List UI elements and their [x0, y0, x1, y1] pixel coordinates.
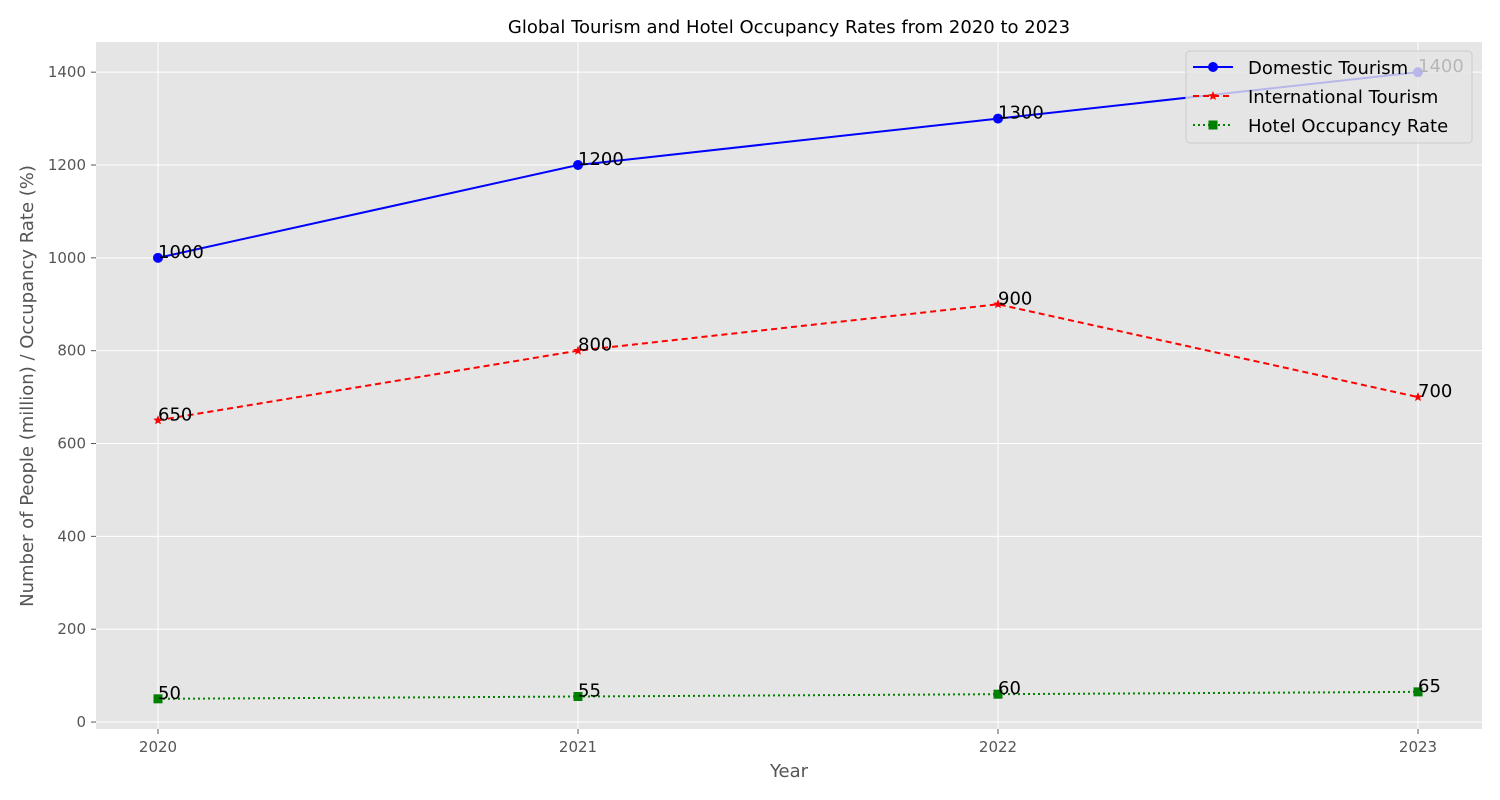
- data-label: 1300: [998, 103, 1044, 124]
- data-point-domestic-tourism: [993, 113, 1003, 124]
- y-tick-label: 600: [57, 435, 86, 453]
- data-label: 60: [998, 678, 1021, 699]
- plot-area: [96, 42, 1482, 729]
- y-tick-label: 1200: [48, 156, 86, 174]
- y-axis-label: Number of People (million) / Occupancy R…: [17, 165, 38, 607]
- y-tick-label: 800: [57, 342, 86, 360]
- y-tick-label: 1000: [48, 249, 86, 267]
- legend-label-international-tourism: International Tourism: [1248, 87, 1438, 108]
- x-axis-label: Year: [769, 761, 809, 782]
- x-tick-label: 2020: [139, 738, 177, 756]
- data-label: 800: [578, 335, 612, 356]
- data-label: 55: [578, 681, 601, 702]
- chart-title: Global Tourism and Hotel Occupancy Rates…: [508, 17, 1070, 38]
- data-point-hotel-occupancy-rate: [573, 692, 583, 702]
- legend-marker-international-tourism: [1208, 91, 1218, 101]
- x-tick-label: 2023: [1399, 738, 1437, 756]
- y-tick-label: 400: [57, 527, 86, 545]
- data-label: 50: [158, 683, 181, 704]
- data-point-international-tourism: [1413, 392, 1423, 402]
- data-point-hotel-occupancy-rate: [1413, 687, 1423, 697]
- data-point-international-tourism: [573, 345, 583, 355]
- data-point-domestic-tourism: [573, 160, 583, 171]
- data-label: 650: [158, 404, 192, 425]
- x-tick-label: 2021: [559, 738, 597, 756]
- data-label: 1000: [158, 242, 204, 263]
- data-label: 65: [1418, 676, 1441, 697]
- series-line-international-tourism: [157, 303, 1419, 422]
- y-tick-label: 0: [76, 713, 86, 731]
- grid-lines: [96, 42, 1482, 729]
- data-point-hotel-occupancy-rate: [153, 694, 163, 704]
- legend-label-hotel-occupancy-rate: Hotel Occupancy Rate: [1248, 116, 1448, 137]
- data-point-international-tourism: [153, 415, 163, 425]
- legend: Domestic Tourism International Tourism Hot…: [1185, 50, 1473, 144]
- legend-box: [1185, 50, 1473, 144]
- x-tick-label: 2022: [979, 738, 1017, 756]
- y-tick-label: 200: [57, 620, 86, 638]
- legend-label-domestic-tourism: Domestic Tourism: [1248, 58, 1408, 79]
- legend-marker-hotel-occupancy-rate: [1208, 120, 1218, 130]
- y-tick-label: 1400: [48, 63, 86, 81]
- data-label: 1200: [578, 149, 624, 170]
- data-point-hotel-occupancy-rate: [993, 689, 1003, 699]
- legend-marker-domestic-tourism: [1208, 62, 1218, 72]
- axis-ticks: 0 200 400 600 800 1000 1200 1400 2020 2021 2022 202…: [48, 63, 1437, 756]
- data-label: 700: [1418, 381, 1452, 402]
- series-line-hotel-occupancy-rate: [157, 690, 1419, 700]
- data-point-international-tourism: [993, 299, 1003, 309]
- data-point-domestic-tourism: [153, 252, 163, 263]
- data-label: 900: [998, 288, 1032, 309]
